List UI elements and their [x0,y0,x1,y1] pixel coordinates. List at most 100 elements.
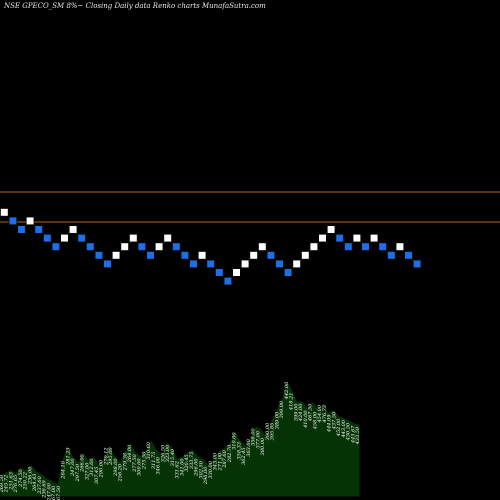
renko-brick-down [266,251,276,260]
volume-price-label: 363.00 [246,438,252,456]
volume-price-label: 442.00 [284,381,290,400]
volume-price-label: 236.00 [28,466,34,485]
volume-price-label: 395.85 [270,423,276,441]
renko-brick-down [86,242,95,251]
renko-brick-up [258,242,267,251]
volume-price-label: 247.00 [47,482,53,500]
renko-brick-down [34,225,43,234]
renko-brick-down [8,216,18,226]
volume-price-label: 389.00 [274,411,280,429]
volume-price-label: 270.12 [103,447,109,466]
volume-price-label: 377.00 [255,430,261,448]
renko-brick-down [335,234,344,243]
volume-price-label: 331.62 [175,461,181,479]
volume-price-label: 326.50 [160,444,166,462]
renko-brick-down [103,259,112,269]
renko-brick-up [0,208,9,217]
renko-brick-up [60,234,69,243]
volume-price-label: 250.22 [23,472,29,491]
volume-price-label: 271.00 [217,452,223,471]
volume-price-label: 312.60 [89,458,95,476]
volume-price-label: 330.00 [208,460,214,478]
volume-price-label: 343.00 [213,452,219,470]
renko-brick-down [189,259,198,269]
volume-area [0,377,361,498]
volume-price-label: 362.45 [241,447,247,465]
volume-price-label: 290.00 [99,459,105,478]
volume-price-label: 296.00 [203,466,209,485]
volume-price-label: 445.67 [350,425,356,444]
volume-price-label: 454.00 [317,404,323,423]
volume-price-label: 287.60 [222,449,228,468]
volume-price-label: 399.00 [293,403,299,421]
renko-brick-down [344,242,353,251]
volume-price-label: 452.00 [336,418,342,437]
volume-price-label: 282.70 [227,444,233,463]
renko-brick-up [232,268,241,277]
renko-brick-down [43,234,52,243]
renko-brick-up [120,242,129,251]
volume-price-label: 256.20 [118,463,124,482]
volume-price-label: 275.50 [141,451,147,470]
volume-price-label: 277.50 [132,453,138,472]
volume-price-label: 276.65 [13,475,19,494]
volume-price-label: 267.00 [51,485,57,500]
renko-brick-down [77,234,86,243]
volume-price-label: 296.00 [194,458,200,477]
renko-brick-up [69,225,78,234]
volume-price-label: 311.75 [151,452,157,470]
renko-brick-up [112,251,121,260]
renko-brick-up [129,234,138,243]
volume-price-label: 320.45 [184,454,190,472]
volume-price-label: 341.00 [179,458,185,476]
volume-price-label: 467.50 [308,403,314,422]
renko-brick-up [163,234,172,243]
volume-price-label: 302.50 [198,460,204,478]
volume-price-label: 269.50 [0,474,5,493]
renko-brick-up [198,251,207,260]
volume-price-label: 266.00 [80,453,86,472]
renko-brick-down [180,251,190,260]
volume-price-label: 323.00 [165,444,171,462]
renko-brick-up [292,259,301,269]
renko-brick-down [94,251,103,260]
volume-price-label: 279.38 [122,453,128,472]
volume-price-label: 346.00 [156,456,162,474]
volume-price-label: 358.33 [236,442,242,460]
renko-brick-up [318,234,327,243]
volume-price-label: 424.00 [298,403,304,422]
renko-brick-down [223,276,233,286]
volume-price-label: 476.73 [322,405,328,424]
volume-price-label: 281.23 [66,447,72,466]
renko-brick-up [352,234,362,243]
volume-price-label: 300.00 [137,458,143,476]
renko-brick-down [17,225,26,234]
volume-price-label: 264.10 [61,460,67,479]
volume-price-label: 418.21 [289,393,295,412]
volume-price-label: 356.00 [251,427,257,445]
renko-brick-up [25,216,35,226]
volume-price-label: 310.00 [232,432,238,450]
volume-price-label: 458.00 [312,411,318,430]
renko-brick-down [404,251,413,260]
volume-price-label: 380.00 [260,437,266,455]
volume-price-label: 264.00 [127,444,133,463]
renko-brick-up [301,251,310,260]
renko-brick-up [309,242,319,251]
volume-price-label: 315.40 [170,448,176,466]
renko-brick-down [275,259,284,269]
chart-title: NSE GPECO_SM 8%~ Closing Daily data Renk… [4,2,266,10]
renko-brick-down [283,268,293,277]
volume-price-label: 251.63 [9,472,15,491]
renko-brick-up [369,234,379,243]
volume-price-label: 297.50 [75,463,81,482]
renko-brick-down [215,268,224,277]
volume-price-label: 444.09 [327,414,333,433]
volume-price-label: 264.43 [32,474,38,493]
volume-price-label: 430.50 [346,422,352,441]
renko-brick-down [206,259,215,269]
volume-price-label: 437.50 [331,411,337,430]
renko-brick-down [146,251,155,260]
volume-price-label: 410.00 [303,410,309,429]
